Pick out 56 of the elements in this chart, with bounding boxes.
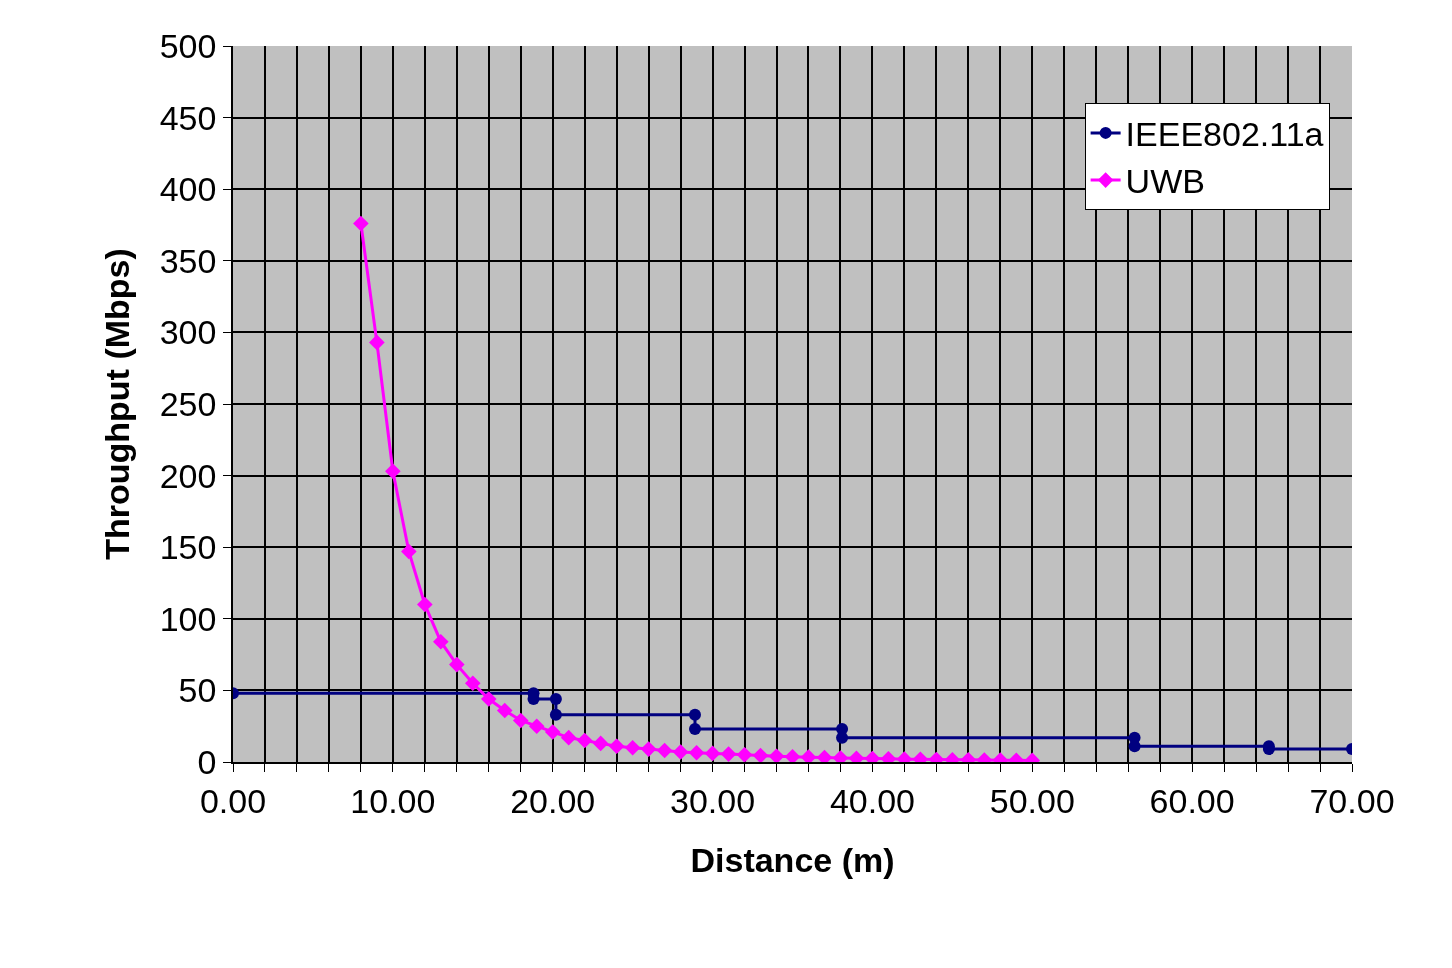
point bbox=[784, 748, 801, 762]
point bbox=[385, 463, 401, 480]
y-tick-label: 0 bbox=[197, 742, 217, 781]
legend-label: IEEE802.11a bbox=[1125, 115, 1324, 154]
x-tick-label: 70.00 bbox=[1309, 781, 1395, 820]
x-tick-label: 60.00 bbox=[1149, 781, 1235, 820]
point bbox=[640, 741, 657, 757]
point bbox=[688, 744, 705, 761]
point bbox=[549, 692, 562, 705]
point bbox=[800, 749, 817, 762]
x-tick-label: 10.00 bbox=[350, 781, 436, 820]
point bbox=[417, 596, 433, 613]
point bbox=[576, 732, 593, 749]
point bbox=[496, 702, 513, 719]
point bbox=[512, 712, 529, 729]
point bbox=[720, 746, 737, 762]
y-tick-label: 300 bbox=[159, 313, 217, 352]
y-tick-label: 400 bbox=[159, 170, 217, 209]
x-tick-label: 30.00 bbox=[670, 781, 756, 820]
x-tick-label: 0.00 bbox=[199, 781, 267, 820]
y-tick-label: 350 bbox=[159, 241, 217, 280]
point bbox=[608, 738, 625, 755]
point bbox=[689, 708, 701, 721]
point bbox=[624, 739, 641, 756]
point bbox=[592, 735, 609, 752]
point bbox=[369, 334, 385, 351]
point bbox=[672, 744, 689, 760]
point bbox=[549, 708, 562, 721]
y-tick-label: 100 bbox=[159, 599, 217, 638]
y-tick-label: 500 bbox=[159, 26, 217, 65]
legend-label: UWB bbox=[1125, 162, 1205, 201]
point bbox=[433, 633, 449, 650]
x-tick-label: 40.00 bbox=[829, 781, 915, 820]
y-tick-label: 450 bbox=[159, 98, 217, 137]
point bbox=[768, 748, 785, 762]
point bbox=[464, 675, 481, 692]
point bbox=[353, 215, 369, 232]
y-axis-title: Throughput (Mbps) bbox=[97, 248, 136, 560]
point bbox=[401, 543, 417, 560]
x-tick-label: 50.00 bbox=[989, 781, 1075, 820]
point bbox=[704, 745, 721, 762]
x-tick-label: 20.00 bbox=[510, 781, 596, 820]
point bbox=[656, 742, 673, 759]
x-axis-title: Distance (m) bbox=[690, 841, 895, 880]
y-tick-label: 250 bbox=[159, 384, 217, 423]
point bbox=[689, 723, 701, 736]
y-tick-label: 50 bbox=[178, 671, 217, 710]
point bbox=[736, 747, 753, 762]
y-tick-label: 150 bbox=[159, 528, 217, 567]
y-tick-label: 200 bbox=[159, 456, 217, 495]
point bbox=[752, 747, 769, 762]
point bbox=[544, 724, 561, 740]
point bbox=[480, 691, 497, 707]
point bbox=[560, 729, 577, 746]
point bbox=[528, 718, 545, 734]
point bbox=[449, 656, 465, 673]
